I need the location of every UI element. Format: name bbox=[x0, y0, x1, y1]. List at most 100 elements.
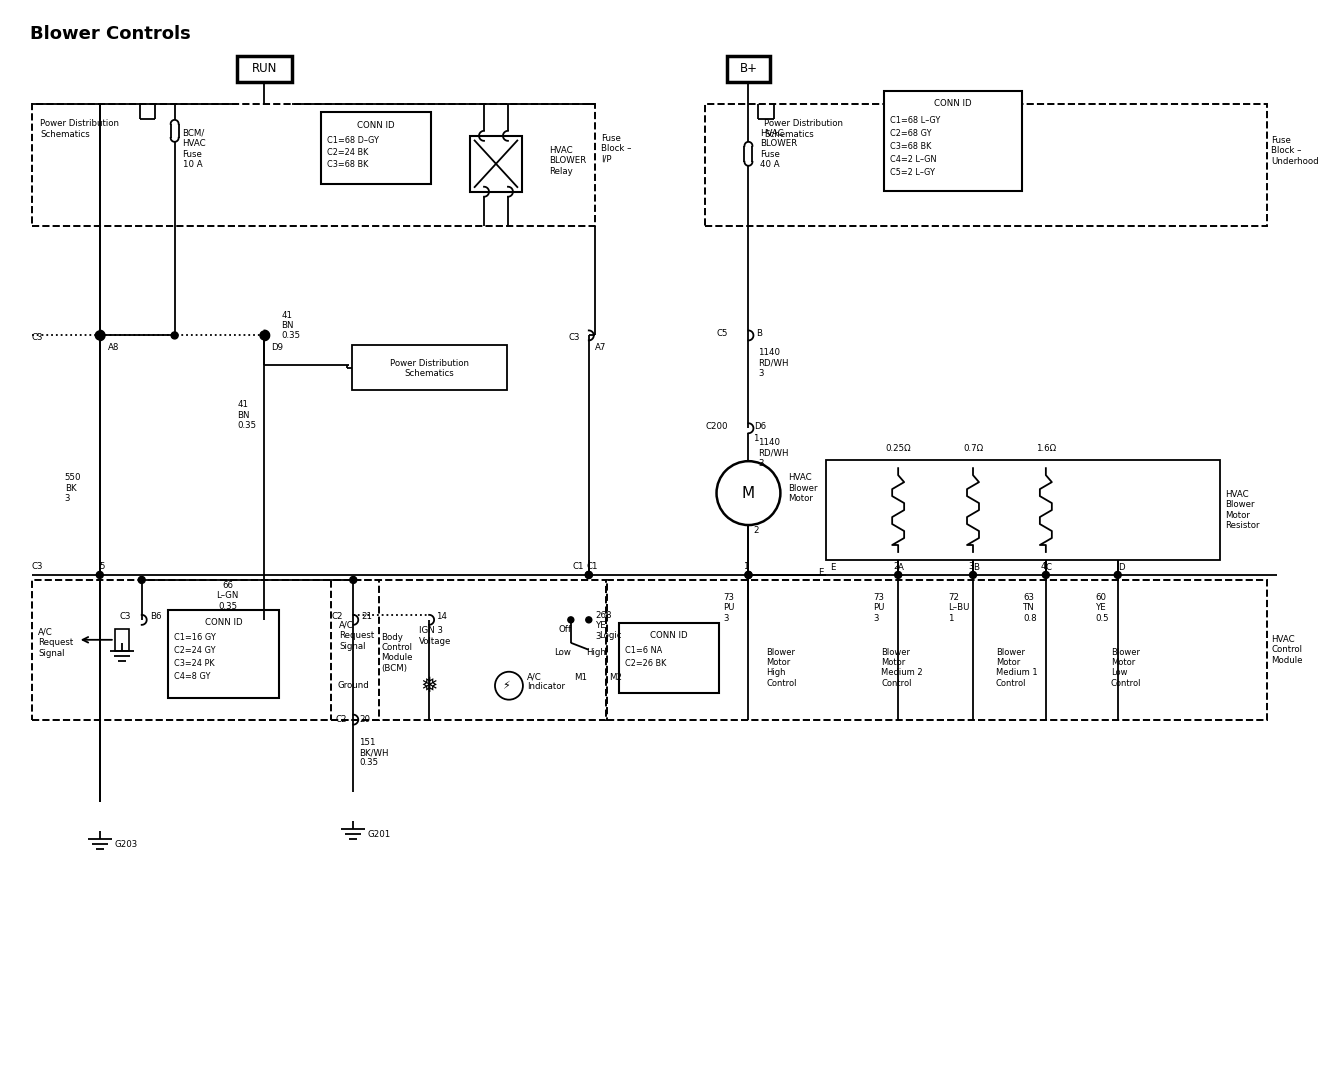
Text: Blower Controls: Blower Controls bbox=[31, 25, 191, 44]
Bar bbox=[705, 104, 1267, 225]
Circle shape bbox=[1042, 571, 1049, 579]
Text: 73
PU
3: 73 PU 3 bbox=[724, 593, 734, 622]
Text: Low: Low bbox=[554, 648, 571, 657]
Circle shape bbox=[586, 571, 592, 579]
Text: 1140
RD/WH
3: 1140 RD/WH 3 bbox=[758, 438, 789, 468]
Text: 20: 20 bbox=[360, 715, 371, 725]
Text: CONN ID: CONN ID bbox=[205, 618, 242, 628]
Text: C2=24 GY: C2=24 GY bbox=[174, 646, 215, 655]
Text: C1: C1 bbox=[587, 562, 599, 571]
Text: Blower
Motor
High
Control: Blower Motor High Control bbox=[766, 647, 797, 688]
Circle shape bbox=[745, 571, 752, 579]
Text: HVAC
Control
Module: HVAC Control Module bbox=[1271, 635, 1303, 665]
Text: C2: C2 bbox=[331, 613, 343, 621]
Circle shape bbox=[895, 571, 902, 579]
Text: RUN: RUN bbox=[252, 62, 278, 75]
Text: C1=16 GY: C1=16 GY bbox=[174, 633, 215, 642]
Text: C1=6 NA: C1=6 NA bbox=[624, 646, 661, 655]
Text: Body
Control
Module
(BCM): Body Control Module (BCM) bbox=[381, 633, 413, 672]
Text: C3=24 PK: C3=24 PK bbox=[174, 659, 214, 668]
Text: G203: G203 bbox=[114, 840, 138, 849]
Text: M2: M2 bbox=[608, 673, 622, 682]
Text: C3: C3 bbox=[32, 562, 44, 571]
Text: A7: A7 bbox=[595, 343, 606, 351]
Text: 72
L–BU
1: 72 L–BU 1 bbox=[948, 593, 969, 622]
Text: E: E bbox=[818, 568, 823, 578]
Circle shape bbox=[138, 577, 145, 583]
Text: C5=2 L–GY: C5=2 L–GY bbox=[890, 169, 935, 177]
Text: 151
BK/WH
0.35: 151 BK/WH 0.35 bbox=[360, 738, 389, 767]
Circle shape bbox=[1114, 571, 1121, 579]
Text: C1=68 L–GY: C1=68 L–GY bbox=[890, 116, 940, 125]
Text: CONN ID: CONN ID bbox=[649, 631, 688, 641]
Text: 550
BK
3: 550 BK 3 bbox=[65, 473, 81, 503]
Text: B+: B+ bbox=[740, 62, 757, 75]
Text: Power Distribution
Schematics: Power Distribution Schematics bbox=[389, 359, 469, 378]
Bar bbox=[114, 629, 129, 651]
Text: 1.6Ω: 1.6Ω bbox=[1036, 444, 1056, 453]
Text: 0.7Ω: 0.7Ω bbox=[963, 444, 983, 453]
Bar bbox=[167, 610, 279, 697]
Circle shape bbox=[745, 571, 752, 579]
Text: Power Distribution
Schematics: Power Distribution Schematics bbox=[765, 120, 843, 138]
Circle shape bbox=[260, 331, 270, 339]
Text: G201: G201 bbox=[368, 830, 390, 839]
Text: 41
BN
0.35: 41 BN 0.35 bbox=[282, 310, 300, 341]
Text: B: B bbox=[757, 329, 762, 338]
Text: Blower
Motor
Medium 2
Control: Blower Motor Medium 2 Control bbox=[882, 647, 923, 688]
Text: B6: B6 bbox=[150, 613, 161, 621]
Circle shape bbox=[969, 571, 976, 579]
Text: A8: A8 bbox=[108, 343, 120, 351]
Text: 1: 1 bbox=[753, 434, 758, 443]
Text: 268
YE
3: 268 YE 3 bbox=[596, 611, 612, 641]
Bar bbox=[352, 345, 507, 391]
Text: BCM/
HVAC
Fuse
10 A: BCM/ HVAC Fuse 10 A bbox=[183, 128, 206, 169]
Text: CONN ID: CONN ID bbox=[357, 122, 394, 131]
Bar bbox=[619, 622, 718, 693]
Text: 0.25Ω: 0.25Ω bbox=[886, 444, 911, 453]
Text: HVAC
BLOWER
Relay: HVAC BLOWER Relay bbox=[548, 146, 586, 175]
Text: D9: D9 bbox=[271, 343, 283, 351]
Text: 60
YE
0.5: 60 YE 0.5 bbox=[1096, 593, 1109, 622]
Text: Fuse
Block –
Underhood: Fuse Block – Underhood bbox=[1271, 136, 1319, 165]
Circle shape bbox=[568, 617, 574, 622]
Bar bbox=[236, 55, 292, 82]
Bar bbox=[321, 112, 432, 184]
Text: 2: 2 bbox=[894, 562, 899, 571]
Text: Off: Off bbox=[559, 626, 572, 634]
Text: 63
TN
0.8: 63 TN 0.8 bbox=[1023, 593, 1037, 622]
Text: C4=8 GY: C4=8 GY bbox=[174, 672, 210, 681]
Circle shape bbox=[171, 332, 178, 339]
Bar bbox=[470, 136, 522, 191]
Text: M1: M1 bbox=[574, 673, 587, 682]
Text: ❅: ❅ bbox=[421, 676, 438, 695]
Text: C2=24 BK: C2=24 BK bbox=[327, 148, 369, 158]
Text: Blower
Motor
Low
Control: Blower Motor Low Control bbox=[1110, 647, 1141, 688]
Circle shape bbox=[586, 571, 592, 579]
Text: 4: 4 bbox=[1041, 562, 1046, 571]
Text: HVAC
Blower
Motor: HVAC Blower Motor bbox=[789, 473, 818, 503]
Text: C2=26 BK: C2=26 BK bbox=[624, 659, 667, 668]
Text: 2: 2 bbox=[753, 526, 758, 534]
Text: Fuse
Block –
I/P: Fuse Block – I/P bbox=[600, 134, 631, 163]
Text: Power Distribution
Schematics: Power Distribution Schematics bbox=[40, 120, 120, 138]
Text: C2=68 GY: C2=68 GY bbox=[890, 129, 932, 138]
Text: C1: C1 bbox=[572, 562, 584, 571]
Text: 5: 5 bbox=[100, 562, 105, 571]
Text: C3=68 BK: C3=68 BK bbox=[327, 160, 369, 170]
Text: B: B bbox=[973, 564, 979, 572]
Text: C3: C3 bbox=[32, 333, 44, 342]
Text: 73
PU
3: 73 PU 3 bbox=[874, 593, 884, 622]
Text: High: High bbox=[586, 648, 606, 657]
Text: C5: C5 bbox=[717, 329, 728, 338]
Bar bbox=[826, 460, 1220, 560]
Bar bbox=[726, 55, 770, 82]
Text: D6: D6 bbox=[754, 422, 766, 431]
Circle shape bbox=[97, 332, 104, 339]
Text: IGN 3
Voltage: IGN 3 Voltage bbox=[420, 626, 452, 645]
Circle shape bbox=[96, 331, 105, 339]
Text: A/C
Request
Signal: A/C Request Signal bbox=[39, 628, 73, 658]
Text: C: C bbox=[1046, 564, 1052, 572]
Text: Logic: Logic bbox=[599, 631, 622, 641]
Text: Ground: Ground bbox=[337, 681, 369, 690]
